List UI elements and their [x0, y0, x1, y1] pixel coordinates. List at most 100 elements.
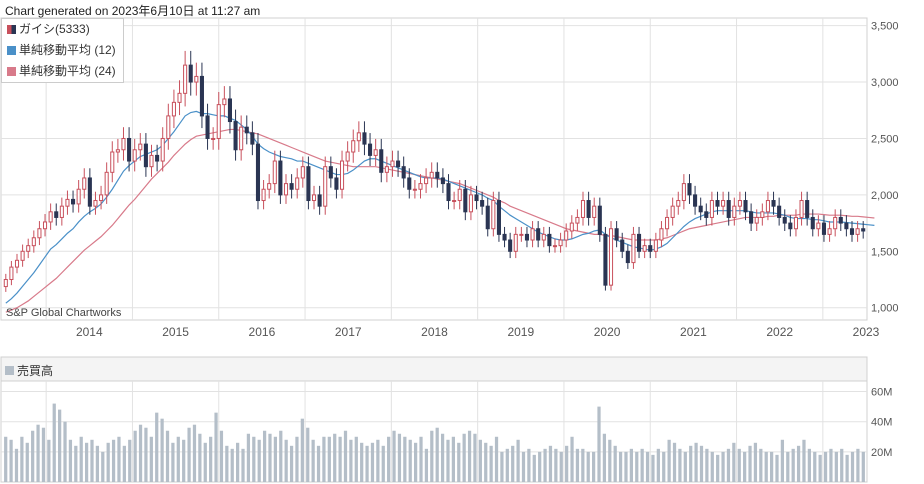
volume-bar [31, 430, 35, 482]
volume-bar [79, 436, 83, 482]
candle-body [289, 183, 294, 190]
candle-body [188, 64, 193, 83]
candle-body [160, 137, 165, 162]
volume-bar [403, 436, 407, 482]
volume-bar [284, 439, 288, 482]
x-tick-label: 2019 [507, 325, 534, 339]
volume-bar [775, 454, 779, 482]
legend-item-label: 単純移動平均 (12) [19, 43, 116, 57]
candle-body [793, 216, 798, 230]
candle-body [311, 194, 317, 202]
volume-bar [597, 406, 601, 482]
candle-body [166, 115, 171, 139]
volume-bar [20, 436, 24, 482]
volume-bar [521, 451, 526, 482]
volume-bar [381, 445, 385, 482]
volume-bar [845, 454, 849, 482]
volume-bar [4, 436, 8, 482]
price-grid [1, 18, 867, 320]
y-tick-label: 20M [871, 447, 892, 459]
candle-body [849, 228, 855, 235]
candle-body [194, 75, 199, 83]
volume-bar [834, 451, 838, 482]
volume-bar [581, 448, 585, 482]
volume-bar [478, 439, 482, 482]
candle-body [272, 160, 277, 185]
volume-bar [484, 442, 488, 482]
legend-item-price[interactable]: ガイシ(5333) [2, 19, 123, 40]
candle-body [261, 188, 266, 202]
volume-bar [25, 442, 29, 482]
volume-bar [672, 442, 677, 482]
candle-body [519, 233, 524, 236]
candle-body [177, 92, 182, 103]
volume-bar [861, 451, 865, 482]
volume-bar [36, 424, 40, 482]
y-tick-label: 1,000 [871, 303, 899, 315]
volume-bar [440, 433, 445, 482]
candle-body [233, 121, 238, 151]
volume-bar [716, 454, 720, 482]
volume-bar [624, 451, 628, 482]
candle-body [76, 188, 81, 205]
volume-bar [467, 430, 472, 482]
candle-body [99, 194, 104, 202]
volume-bar [74, 445, 78, 482]
candle-body [59, 205, 64, 218]
candle-body [440, 177, 445, 185]
volume-bar [430, 430, 434, 482]
volume-bar [338, 436, 342, 482]
volume-bar [387, 436, 391, 482]
volume-bar [241, 448, 245, 482]
volume-bar [748, 445, 752, 482]
candle-body [244, 126, 249, 134]
volume-bar [532, 454, 536, 482]
candle-body [485, 205, 490, 230]
volume-bar [149, 436, 153, 482]
volume-bar [500, 451, 504, 482]
candle-body [446, 183, 451, 202]
candle-body [564, 230, 569, 241]
sma24-path [5, 128, 875, 313]
volume-bar [171, 442, 175, 482]
candle-body [127, 137, 132, 162]
candle-body [569, 222, 574, 232]
volume-bar [68, 439, 73, 482]
y-tick-label: 3,000 [871, 77, 899, 89]
candles [3, 50, 866, 292]
volume-bar [791, 448, 795, 482]
candle-body [155, 154, 160, 162]
volume-bar [489, 445, 493, 482]
candle-body [704, 211, 709, 218]
candle-body [715, 200, 720, 207]
candle-body [356, 132, 361, 142]
volume-bar [505, 448, 509, 482]
volume-bar [710, 451, 714, 482]
volume-bar [829, 448, 833, 482]
candle-body [452, 200, 457, 203]
x-tick-label: 2020 [594, 325, 621, 339]
candle-body [373, 149, 378, 156]
chart-generated-header: Chart generated on 2023年6月10日 at 11:27 a… [5, 4, 261, 18]
candle-body [491, 200, 496, 230]
candle-body [283, 183, 289, 196]
legend-item-sma12[interactable]: 単純移動平均 (12) [2, 40, 123, 61]
candle-body [390, 160, 395, 168]
candle-body [418, 183, 423, 190]
volume-bar [128, 439, 132, 482]
volume-bar [14, 448, 19, 482]
volume-bar [144, 427, 148, 482]
volume-bar [268, 433, 272, 482]
volume-bar [111, 439, 116, 482]
y-tick-label: 2,500 [871, 133, 899, 145]
volume-bar [414, 442, 418, 482]
volume-bar [95, 445, 100, 482]
volume-bar [823, 451, 828, 482]
volume-bars [4, 403, 865, 482]
volume-bar [9, 439, 13, 482]
legend-item-sma24[interactable]: 単純移動平均 (24) [2, 61, 123, 82]
volume-bar [192, 424, 197, 482]
candle-body [323, 166, 328, 207]
candle-body [833, 216, 838, 230]
